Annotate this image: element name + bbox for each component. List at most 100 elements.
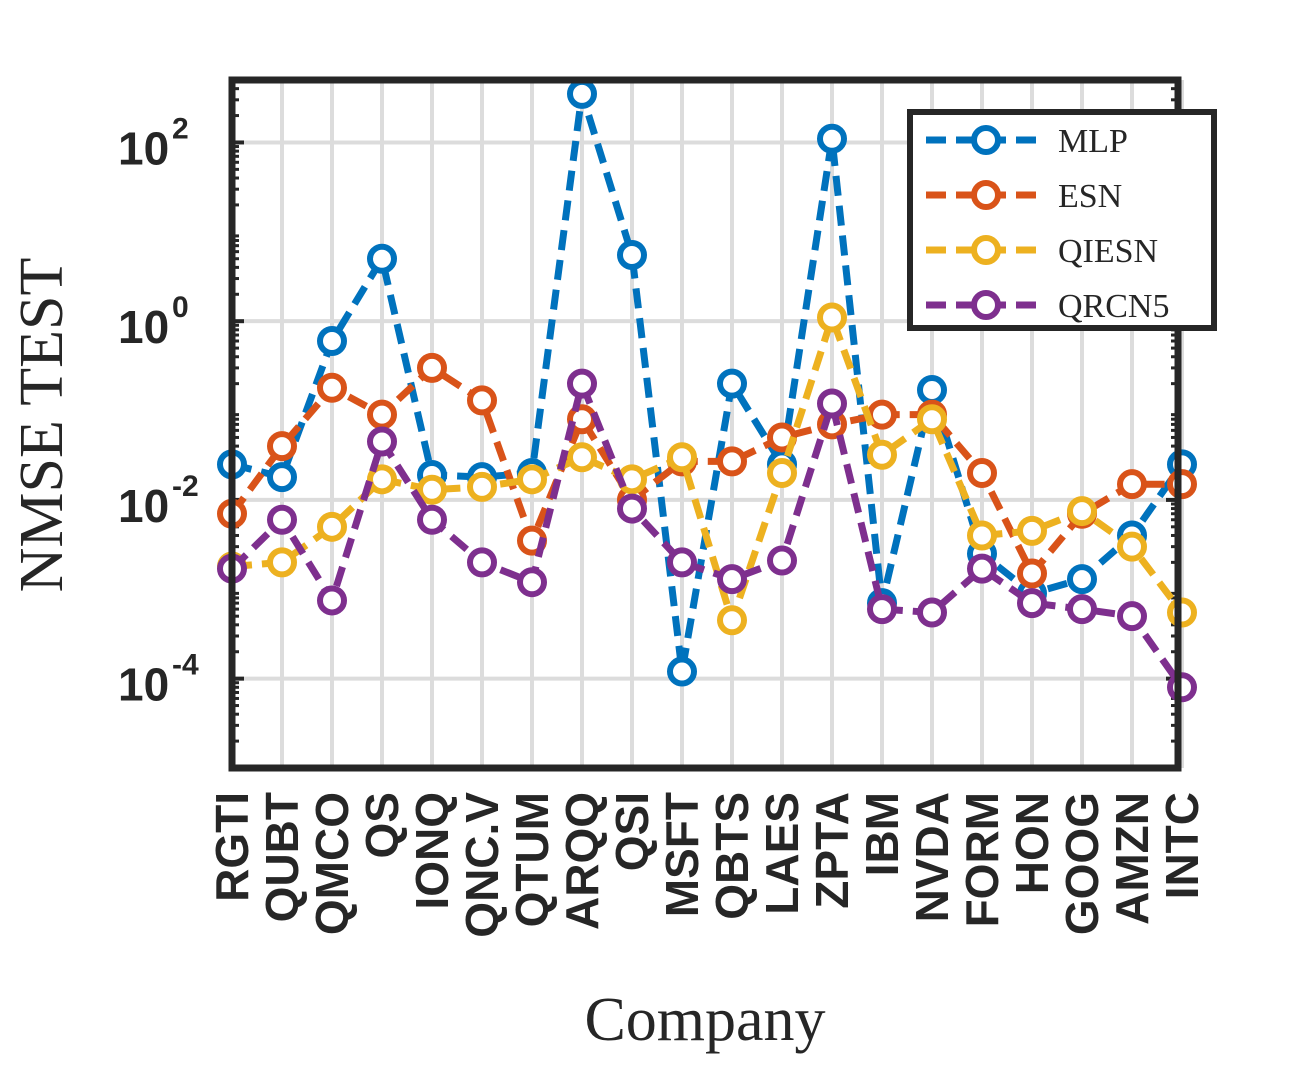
data-point-qiesn <box>867 439 897 470</box>
y-tick-label: 10 <box>118 122 169 174</box>
y-tick-exponent: -4 <box>172 649 199 682</box>
data-point-esn <box>267 431 297 462</box>
y-tick-exponent: 2 <box>172 112 189 145</box>
x-tick-label: RGTI <box>206 792 258 902</box>
data-point-qrcn5 <box>1017 588 1047 619</box>
x-tick-label: QUBT <box>256 792 308 922</box>
data-point-mlp <box>367 243 397 274</box>
x-tick-label: MSFT <box>656 792 708 917</box>
x-tick-label: NVDA <box>906 792 958 922</box>
data-point-qrcn5 <box>567 368 597 399</box>
legend-box <box>907 109 1217 331</box>
x-tick-label: ARQQ <box>556 792 608 930</box>
data-point-qiesn <box>1117 531 1147 562</box>
legend-label-qiesn: QIESN <box>1058 233 1158 270</box>
data-point-qrcn5 <box>817 388 847 419</box>
x-tick-label: QMCO <box>306 792 358 935</box>
data-point-mlp <box>567 78 597 109</box>
data-point-qiesn <box>1167 597 1197 628</box>
y-tick-exponent: -2 <box>172 470 199 503</box>
data-point-qrcn5 <box>317 585 347 616</box>
data-point-esn <box>367 399 397 430</box>
data-point-esn <box>417 352 447 383</box>
y-tick-label: 10 <box>118 480 169 532</box>
data-point-qiesn <box>317 511 347 542</box>
data-point-mlp <box>267 462 297 493</box>
data-point-esn <box>717 446 747 477</box>
data-point-qrcn5 <box>717 564 747 595</box>
data-point-qiesn <box>767 458 797 489</box>
data-point-mlp <box>1067 564 1097 595</box>
y-tick-label: 10 <box>118 301 169 353</box>
data-point-qrcn5 <box>367 426 397 457</box>
x-tick-label: QS <box>356 792 408 858</box>
legend-marker-qiesn <box>971 235 1001 265</box>
data-point-qrcn5 <box>667 547 697 578</box>
data-point-qrcn5 <box>467 547 497 578</box>
data-point-qiesn <box>367 464 397 495</box>
data-point-qrcn5 <box>1167 672 1197 703</box>
data-point-qiesn <box>717 605 747 636</box>
y-axis-label: NMSE TEST <box>8 258 76 593</box>
x-tick-label: QTUM <box>506 792 558 927</box>
data-point-qrcn5 <box>417 504 447 535</box>
data-point-qiesn <box>1017 515 1047 546</box>
x-tick-label: AMZN <box>1106 792 1158 925</box>
x-tick-labels: RGTIQUBTQMCOQSIONQQNC.VQTUMARQQQSIMSFTQB… <box>206 792 1208 938</box>
legend-marker-qrcn5 <box>971 290 1001 320</box>
data-point-qiesn <box>917 404 947 435</box>
data-point-qrcn5 <box>617 493 647 524</box>
x-tick-label: GOOG <box>1056 792 1108 935</box>
data-point-qiesn <box>567 442 597 473</box>
data-point-mlp <box>317 326 347 357</box>
data-point-qrcn5 <box>1067 594 1097 625</box>
data-point-mlp <box>917 374 947 405</box>
data-point-qrcn5 <box>267 504 297 535</box>
data-point-qiesn <box>667 442 697 473</box>
data-point-mlp <box>617 240 647 271</box>
data-point-qrcn5 <box>867 594 897 625</box>
data-point-qrcn5 <box>767 545 797 576</box>
legend-label-mlp: MLP <box>1058 123 1128 160</box>
data-point-qrcn5 <box>917 597 947 628</box>
data-point-qiesn <box>267 547 297 578</box>
x-tick-label: QBTS <box>706 792 758 920</box>
data-point-qiesn <box>817 302 847 333</box>
x-tick-label: INTC <box>1156 792 1208 899</box>
data-point-esn <box>467 385 497 416</box>
data-point-esn <box>1167 469 1197 500</box>
data-point-qiesn <box>467 471 497 502</box>
legend-label-esn: ESN <box>1058 178 1122 215</box>
data-point-qiesn <box>967 520 997 551</box>
x-tick-label: HON <box>1006 792 1058 894</box>
data-point-mlp <box>817 123 847 154</box>
plot-frame <box>228 76 1182 772</box>
x-tick-label: FORM <box>956 792 1008 927</box>
legend: MLP ESN QIESN QRCN5 <box>907 109 1217 331</box>
legend-label-qrcn5: QRCN5 <box>1058 288 1169 325</box>
x-axis-label: Company <box>584 986 825 1054</box>
data-point-qiesn <box>517 464 547 495</box>
x-tick-label: QNC.V <box>456 792 508 938</box>
y-tick-label: 10 <box>118 659 169 711</box>
legend-marker-esn <box>971 180 1001 210</box>
data-point-esn <box>1017 558 1047 589</box>
data-point-esn <box>317 372 347 403</box>
legend-marker-mlp <box>971 125 1001 155</box>
y-tick-exponent: 0 <box>172 291 189 324</box>
data-point-qiesn <box>417 474 447 505</box>
x-tick-label: QSI <box>606 792 658 871</box>
data-point-mlp <box>667 656 697 687</box>
x-tick-label: LAES <box>756 792 808 915</box>
data-point-qiesn <box>1067 496 1097 527</box>
data-point-esn <box>1117 469 1147 500</box>
x-tick-label: IBM <box>856 792 908 876</box>
data-point-qrcn5 <box>967 553 997 584</box>
data-point-esn <box>967 458 997 489</box>
data-point-qrcn5 <box>517 567 547 598</box>
data-point-qrcn5 <box>1117 601 1147 632</box>
x-tick-label: IONQ <box>406 792 458 910</box>
x-tick-label: ZPTA <box>806 792 858 909</box>
